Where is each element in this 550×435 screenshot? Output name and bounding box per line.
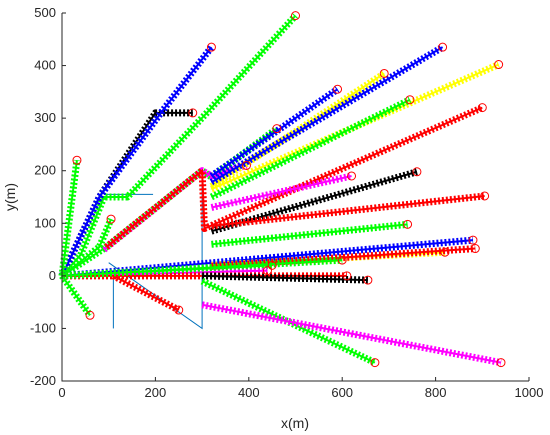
- series-22-end-marker: [262, 266, 272, 276]
- y-tick-label-3: 100: [34, 215, 56, 230]
- y-tick-label-1: -100: [30, 320, 56, 335]
- x-tick-label-3: 600: [331, 385, 353, 400]
- series-4-end-marker: [188, 108, 198, 118]
- series-6-end-marker: [72, 155, 82, 165]
- series-27-end-marker: [496, 358, 506, 368]
- y-tick-label-4: 200: [34, 163, 56, 178]
- series-20-end-marker: [470, 244, 480, 254]
- series-28-end-marker: [337, 255, 347, 265]
- x-tick-label-5: 1000: [515, 385, 544, 400]
- series-9-core: [210, 88, 339, 177]
- series-25-core: [112, 274, 180, 311]
- series-2-core: [105, 106, 483, 248]
- series-24-end-marker: [363, 275, 373, 285]
- series-25-end-marker: [174, 305, 184, 315]
- series-16-core: [211, 194, 485, 227]
- series-14-end-marker: [347, 171, 357, 181]
- series-18-end-marker: [468, 235, 478, 245]
- series-5-end-marker: [206, 42, 216, 52]
- series-layer: [58, 13, 502, 367]
- series-5-core: [61, 46, 213, 277]
- series-23-end-marker: [342, 271, 352, 281]
- x-tick-label-0: 0: [58, 385, 65, 400]
- y-tick-label-6: 400: [34, 58, 56, 73]
- marker-layer: [72, 11, 506, 368]
- series-12-end-marker: [494, 60, 504, 70]
- series-26-end-marker: [370, 358, 380, 368]
- series-7-end-marker: [85, 310, 95, 320]
- y-tick-label-2: 0: [49, 268, 56, 283]
- series-3-end-marker: [291, 11, 300, 21]
- series-10-end-marker: [379, 68, 389, 78]
- x-tick-label-2: 400: [238, 385, 260, 400]
- series-3-core: [61, 14, 297, 277]
- series-24-core: [202, 274, 368, 282]
- series-17-core: [211, 223, 408, 246]
- series-7-core: [61, 275, 91, 316]
- series-28-core: [61, 259, 343, 277]
- y-tick-label-0: -200: [30, 373, 56, 388]
- series-9-end-marker: [333, 84, 343, 94]
- axes: 0 200 400 600 800 1000 -200 -100 0 100 200 300 400 50…: [30, 5, 543, 400]
- series-8-core: [61, 218, 112, 277]
- series-2-end-marker: [477, 103, 487, 113]
- x-axis-label: x(m): [281, 415, 309, 431]
- x-tick-label-1: 200: [145, 385, 167, 400]
- series-21-end-marker: [267, 260, 277, 270]
- series-15-end-marker: [412, 167, 422, 177]
- series-14-core: [211, 174, 352, 209]
- y-axis-label: y(m): [2, 183, 18, 211]
- series-13-core: [210, 98, 411, 198]
- series-13-end-marker: [405, 95, 415, 105]
- series-8-end-marker: [106, 214, 116, 224]
- y-tick-label-7: 500: [34, 5, 56, 20]
- series-0-end-marker: [272, 124, 282, 134]
- series-11-core: [210, 46, 444, 184]
- series-6-core: [61, 160, 78, 276]
- series-19-end-marker: [440, 247, 450, 257]
- series-11-end-marker: [438, 42, 448, 52]
- series-16-end-marker: [480, 191, 490, 201]
- series-1-end-marker: [241, 160, 251, 170]
- x-tick-label-4: 800: [425, 385, 447, 400]
- series-27-core: [201, 303, 502, 364]
- series-17-end-marker: [403, 219, 413, 229]
- y-tick-label-5: 300: [34, 110, 56, 125]
